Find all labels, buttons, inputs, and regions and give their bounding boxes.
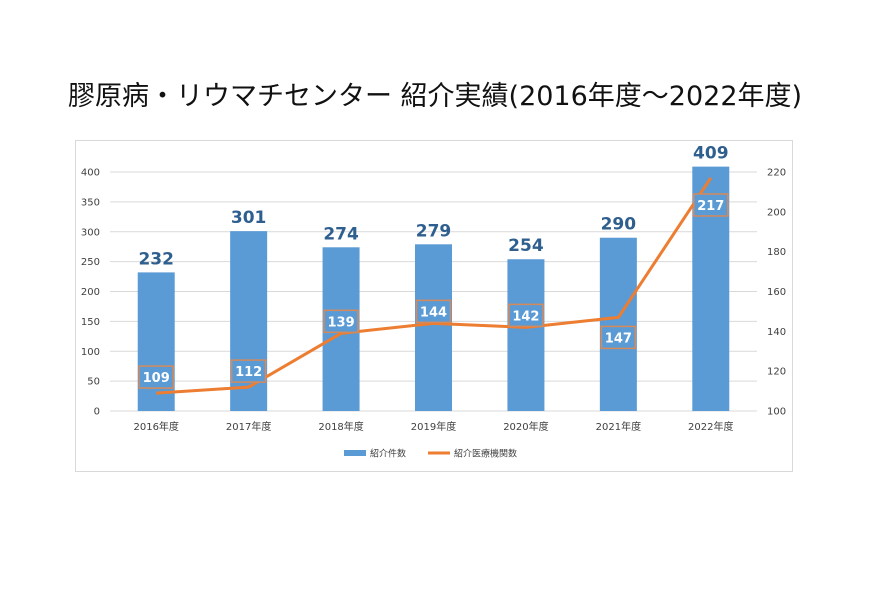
x-tick-label: 2021年度 (596, 420, 641, 433)
x-tick-label: 2022年度 (688, 420, 733, 433)
line-path (156, 177, 713, 395)
bar (599, 237, 637, 411)
line-value-box (323, 309, 359, 334)
line-value-label: 139 (328, 315, 355, 330)
legend-bar-label: 紹介件数 (370, 448, 406, 460)
y-left-tick-label: 250 (81, 257, 100, 268)
page-title: 膠原病・リウマチセンター 紹介実績(2016年度～2022年度) (67, 81, 803, 112)
x-tick-label: 2016年度 (133, 420, 178, 433)
line-value-label: 109 (143, 371, 170, 386)
bar-value-label: 254 (508, 236, 544, 256)
y-left-tick-label: 400 (81, 168, 100, 179)
line-value-box (508, 303, 544, 328)
line-series (156, 177, 713, 395)
y-left-tick-label: 50 (87, 377, 100, 388)
line-value-label: 112 (235, 365, 262, 380)
y-left-tick-label: 350 (81, 197, 100, 208)
bar (415, 244, 452, 411)
x-tick-label: 2019年度 (411, 420, 456, 433)
line-value-box (600, 325, 637, 350)
x-tick-label: 2017年度 (226, 420, 271, 433)
bar (137, 272, 175, 411)
line-value-box (415, 299, 452, 324)
line-value-box (138, 365, 174, 389)
line-value-label: 142 (512, 309, 539, 324)
bar-value-label: 301 (231, 208, 267, 228)
y-right-tick-label: 120 (767, 367, 786, 378)
y-right-tick-label: 200 (767, 207, 786, 218)
data-labels: 232 301 274 279 254 290 409 109 112 139 144 142 147 2… (138, 144, 729, 389)
y-right-tick-label: 140 (767, 327, 786, 338)
bar-value-label: 274 (323, 224, 359, 244)
legend-bar-swatch (344, 450, 366, 456)
line-value-box (230, 359, 267, 383)
bar-value-label: 290 (601, 215, 637, 235)
y-right-tick-label: 100 (767, 407, 786, 418)
y-left-tick-label: 0 (94, 407, 100, 418)
y-left-tick-label: 150 (81, 317, 100, 328)
y-right-tick-label: 160 (767, 287, 786, 298)
y-left-tick-label: 200 (81, 287, 100, 298)
legend: 紹介件数 紹介医療機関数 (344, 448, 517, 460)
x-tick-label: 2018年度 (318, 420, 363, 433)
bar (230, 231, 268, 411)
x-tick-label: 2020年度 (503, 420, 548, 433)
axes: 0 50 100 150 200 250 300 350 400 100 120 140 160 180 2… (81, 168, 786, 434)
y-right-tick-label: 220 (767, 168, 786, 179)
line-value-label: 144 (420, 305, 447, 320)
bar-value-label: 409 (693, 144, 729, 164)
y-left-tick-label: 300 (81, 227, 100, 238)
bar-value-label: 232 (138, 249, 174, 269)
legend-line-label: 紹介医療機関数 (454, 448, 517, 460)
bar-series (137, 166, 730, 411)
line-value-label: 217 (697, 199, 724, 214)
bar-value-label: 279 (416, 221, 452, 241)
y-right-tick-label: 180 (767, 247, 786, 258)
line-value-label: 147 (605, 331, 632, 346)
bar (507, 259, 545, 411)
line-value-box (693, 193, 729, 217)
y-left-tick-label: 100 (81, 347, 100, 358)
